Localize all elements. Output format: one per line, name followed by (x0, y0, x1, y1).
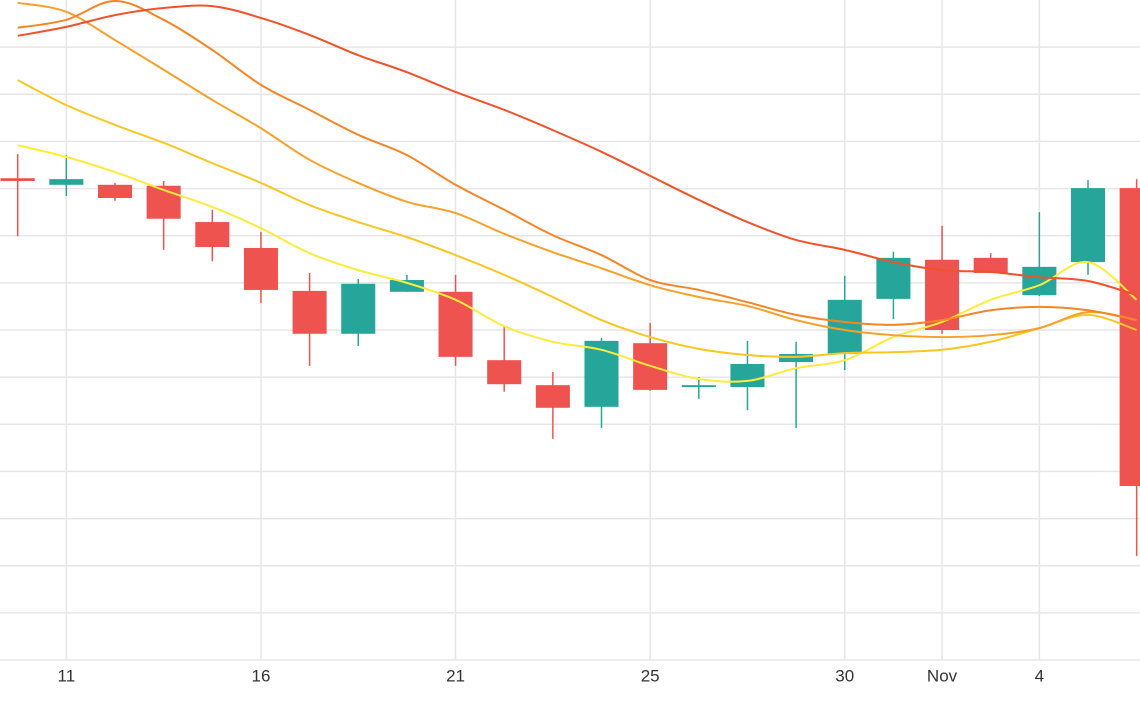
x-tick-label: 16 (251, 666, 270, 685)
moving-average-line (17, 1, 1137, 339)
candle-body (341, 283, 376, 334)
moving-average-line (17, 79, 1137, 358)
moving-average-line (17, 4, 1137, 297)
candle-body (1070, 188, 1106, 263)
candle-body (243, 247, 278, 290)
candle-body (292, 290, 327, 334)
candle-body (681, 385, 716, 388)
candle-body (195, 222, 230, 248)
candle-body (146, 185, 181, 219)
x-tick-label: Nov (927, 666, 958, 685)
candle-body (535, 385, 570, 408)
candle-body (97, 184, 133, 198)
candle-body (1119, 188, 1140, 487)
x-tick-label: 11 (58, 666, 76, 685)
candle-body (973, 257, 1008, 273)
candle-body (49, 179, 84, 185)
candle-body (730, 363, 765, 388)
x-tick-label: 25 (641, 666, 660, 685)
x-tick-label: 4 (1035, 666, 1044, 685)
candle-body (1022, 266, 1057, 296)
x-tick-label: 21 (446, 666, 465, 685)
x-tick-label: 30 (835, 666, 854, 685)
candle-body (438, 291, 473, 357)
candle-body (827, 299, 862, 355)
candle-body (487, 360, 522, 385)
moving-average-line (17, 0, 1137, 326)
candle-body (389, 280, 424, 292)
candle-body (779, 354, 814, 363)
candle-body (0, 178, 35, 182)
candle-body (584, 340, 619, 407)
